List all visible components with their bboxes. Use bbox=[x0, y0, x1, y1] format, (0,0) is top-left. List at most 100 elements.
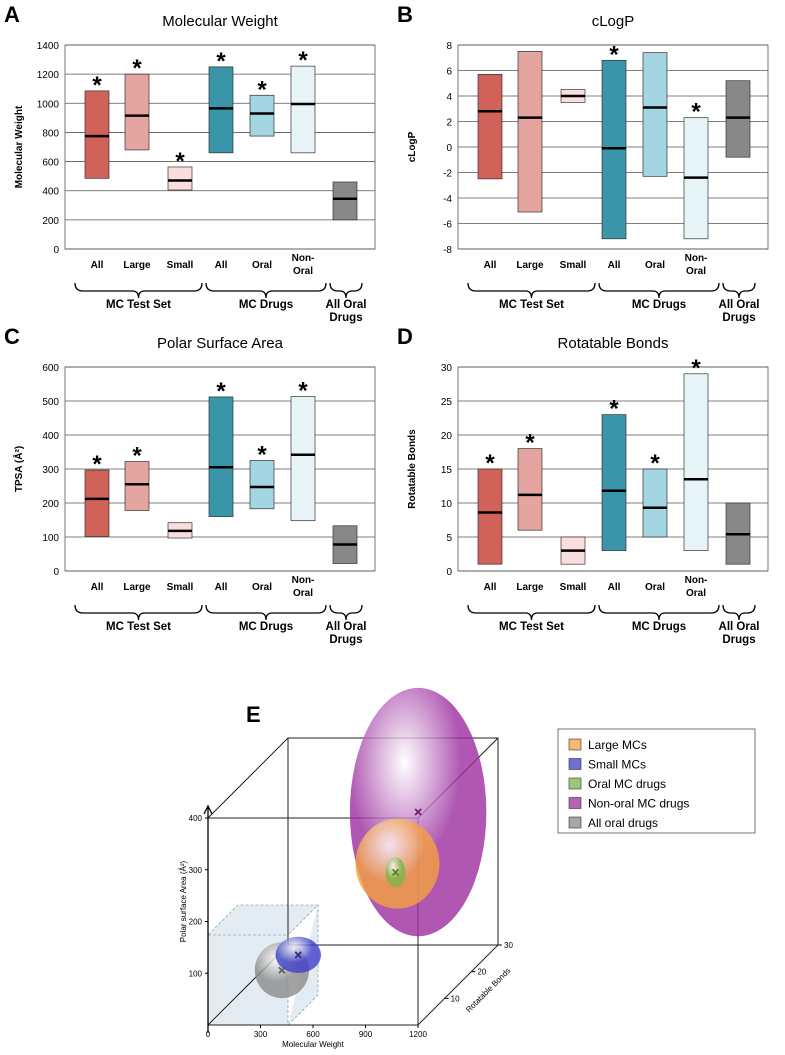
range-bar bbox=[725, 80, 751, 158]
group-brace bbox=[329, 282, 363, 299]
x-tick-label: All bbox=[484, 260, 497, 271]
panel-letter: B bbox=[397, 2, 413, 27]
plot-frame bbox=[457, 44, 769, 250]
x-tick-label: 900 bbox=[359, 1030, 373, 1039]
y-tick-label: 100 bbox=[189, 969, 203, 978]
x-tick-label: All bbox=[608, 260, 621, 271]
x-tick-label: 300 bbox=[254, 1030, 268, 1039]
x-tick-label: Small bbox=[167, 582, 194, 593]
x-tick-label: Oral bbox=[645, 260, 665, 271]
x-tick-label: Small bbox=[560, 260, 587, 271]
y-tick-label: -4 bbox=[443, 194, 452, 205]
significance-marker: * bbox=[216, 48, 226, 75]
range-bar bbox=[642, 52, 668, 177]
z-tick-label: 10 bbox=[451, 994, 460, 1003]
group-label: All Oral Drugs bbox=[326, 299, 367, 324]
significance-marker: * bbox=[92, 451, 102, 478]
y-tick-label: 400 bbox=[42, 431, 59, 442]
range-bar bbox=[601, 414, 627, 551]
y-tick-label: -8 bbox=[443, 245, 452, 256]
range-bar bbox=[332, 181, 358, 221]
panel-letter: A bbox=[4, 2, 20, 27]
legend-swatch bbox=[568, 816, 582, 829]
z-tick-label: 30 bbox=[504, 941, 513, 950]
y-axis-label: Polar surface Area (Å²) bbox=[179, 860, 188, 942]
centroid-marker bbox=[391, 868, 400, 877]
y-tick-label: 1000 bbox=[37, 99, 60, 110]
range-bar bbox=[683, 373, 709, 551]
chart-title: cLogP bbox=[592, 13, 635, 30]
group-label: MC Test Set bbox=[499, 299, 564, 311]
x-tick-label: 1200 bbox=[409, 1030, 427, 1039]
plot-frame bbox=[64, 366, 376, 572]
range-bar bbox=[167, 166, 193, 191]
y-tick-label: 1400 bbox=[37, 41, 60, 52]
x-tick-label: Large bbox=[123, 260, 151, 271]
y-tick-label: 200 bbox=[42, 499, 59, 510]
y-tick-label: 1200 bbox=[37, 70, 60, 81]
y-axis-arrow bbox=[203, 804, 213, 1033]
y-axis-label: cLogP bbox=[407, 131, 418, 162]
group-brace bbox=[205, 282, 327, 299]
significance-marker: * bbox=[650, 450, 660, 477]
panel: A Molecular Weight Molecular Weight 0 200 400… bbox=[4, 2, 376, 324]
y-tick-label: 600 bbox=[42, 158, 59, 169]
significance-marker: * bbox=[298, 378, 308, 405]
group-label: MC Drugs bbox=[632, 299, 686, 311]
group-brace bbox=[74, 604, 203, 621]
x-tick-label: All bbox=[91, 260, 104, 271]
significance-marker: * bbox=[691, 99, 701, 126]
legend-swatch bbox=[568, 777, 582, 790]
y-tick-label: 300 bbox=[42, 465, 59, 476]
significance-marker: * bbox=[691, 355, 701, 382]
y-tick-label: 2 bbox=[446, 118, 452, 129]
x-tick-label: All bbox=[608, 582, 621, 593]
x-tick-label: All bbox=[215, 260, 228, 271]
y-axis-label: Molecular Weight bbox=[14, 105, 25, 188]
significance-marker: * bbox=[609, 396, 619, 423]
legend-frame bbox=[557, 728, 756, 834]
significance-marker: * bbox=[609, 41, 619, 68]
x-tick-label: Small bbox=[560, 582, 587, 593]
significance-marker: * bbox=[132, 443, 142, 470]
group-brace bbox=[598, 282, 720, 299]
y-tick-label: 100 bbox=[42, 533, 59, 544]
group-label: MC Test Set bbox=[499, 621, 564, 633]
significance-marker: * bbox=[257, 442, 267, 469]
y-tick-label: 0 bbox=[53, 245, 59, 256]
legend-label: Non-oral MC drugs bbox=[588, 797, 689, 811]
range-bar bbox=[84, 469, 110, 537]
x-axis-label: Molecular Weight bbox=[282, 1040, 344, 1049]
significance-marker: * bbox=[257, 76, 267, 103]
y-tick-label: 200 bbox=[42, 216, 59, 227]
y-tick-label: 400 bbox=[42, 187, 59, 198]
group-brace bbox=[329, 604, 363, 621]
x-tick-label: All bbox=[484, 582, 497, 593]
legend-label: All oral drugs bbox=[588, 816, 658, 830]
group-label: MC Drugs bbox=[239, 299, 293, 311]
group-brace bbox=[722, 282, 756, 299]
significance-marker: * bbox=[525, 430, 535, 457]
chart-title: Rotatable Bonds bbox=[558, 335, 669, 352]
y-tick-label: 5 bbox=[446, 533, 452, 544]
y-tick-label: 200 bbox=[189, 918, 203, 927]
y-tick-label: 15 bbox=[441, 465, 453, 476]
range-bar bbox=[208, 396, 234, 517]
x-tick-label: Oral bbox=[645, 582, 665, 593]
range-bar bbox=[642, 468, 668, 538]
significance-marker: * bbox=[132, 55, 142, 82]
y-tick-label: 10 bbox=[441, 499, 453, 510]
y-tick-label: 8 bbox=[446, 41, 452, 52]
group-label: All Oral Drugs bbox=[719, 621, 760, 646]
range-bar bbox=[124, 461, 150, 511]
range-bar bbox=[477, 468, 503, 565]
y-axis-label: TPSA (Å²) bbox=[12, 446, 25, 492]
range-bar bbox=[124, 73, 150, 151]
panel-letter: C bbox=[4, 324, 20, 349]
group-brace bbox=[467, 282, 596, 299]
z-axis-label: Rotatable Bonds bbox=[464, 966, 512, 1014]
y-tick-label: 600 bbox=[42, 363, 59, 374]
range-bar bbox=[477, 73, 503, 180]
x-tick-label: 600 bbox=[306, 1030, 320, 1039]
